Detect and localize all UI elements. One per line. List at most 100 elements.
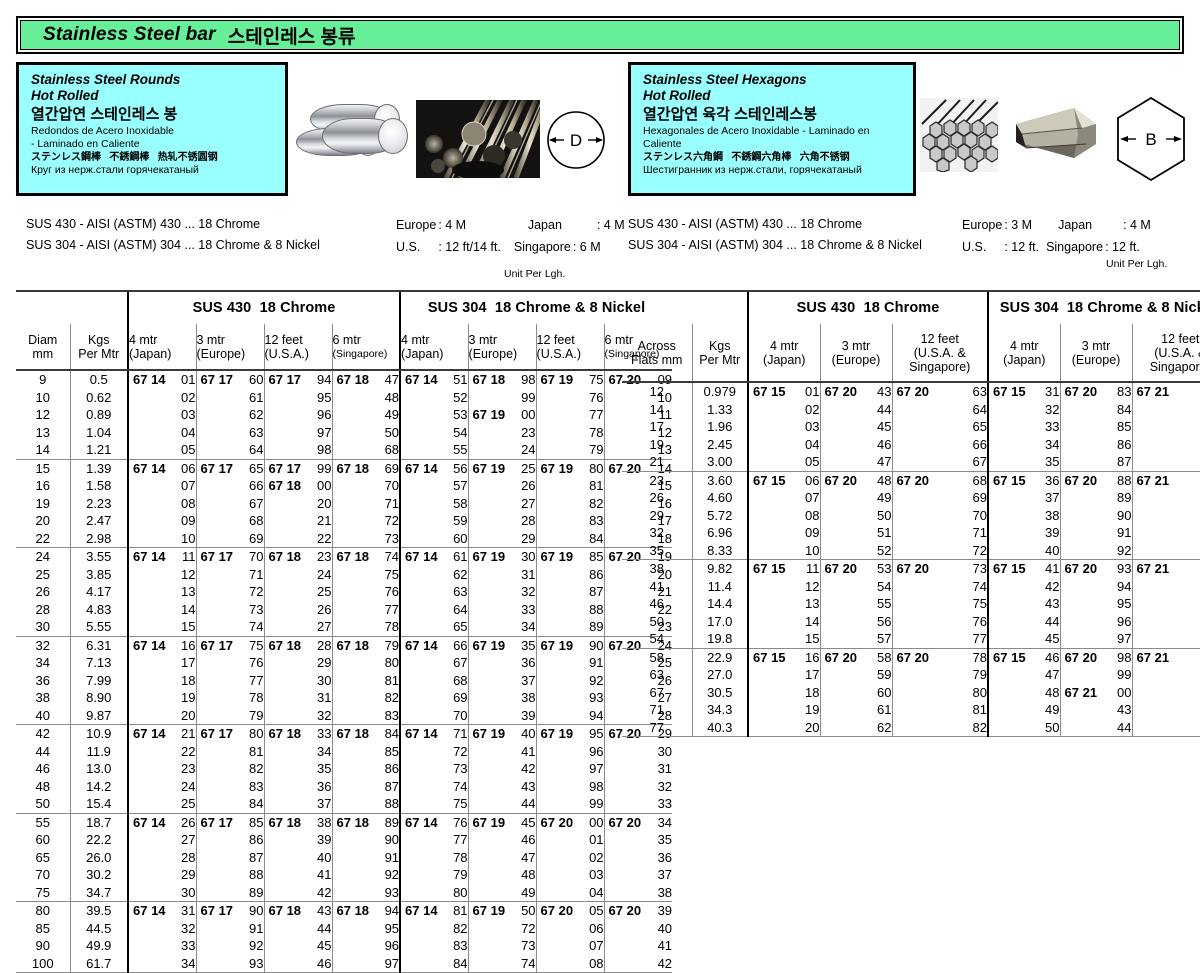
hex-japan-label: Japan (1058, 218, 1093, 232)
catalog-code-cell: 42 (263, 883, 332, 902)
catalog-code-cell: 99 (535, 795, 605, 813)
rounds-imagery: D (296, 92, 606, 192)
catalog-code-cell: 43 (467, 777, 537, 795)
catalog-code-cell: 23 (467, 423, 537, 441)
catalog-code-cell: 49 (819, 489, 892, 507)
kgs-per-mtr-cell: 2.98 (69, 529, 128, 548)
catalog-code-cell: 67 17 85 (195, 813, 264, 831)
catalog-code-cell: 22 (603, 600, 673, 618)
catalog-code-cell: 79 (399, 866, 469, 884)
catalog-code-cell: 24 (263, 565, 332, 583)
catalog-code-cell: 67 19 00 (467, 406, 537, 424)
code-prefix: 67 18 (336, 549, 370, 564)
catalog-code-cell: 09 (127, 512, 196, 530)
table-row: 63 27.0175979479961 (622, 666, 1200, 684)
catalog-code-cell: 13 (603, 441, 673, 459)
catalog-code-cell: 43 (987, 595, 1061, 613)
catalog-code-cell: 69 (195, 529, 264, 548)
header-spacer (16, 290, 128, 324)
column-header: Kgs Per Mtr (691, 324, 748, 383)
catalog-code-cell: 97 (535, 760, 605, 778)
catalog-code-cell: 22 (263, 529, 332, 548)
catalog-code-cell: 67 20 24 (603, 636, 673, 654)
diameter-cell: 14 (35, 442, 50, 457)
catalog-code-cell: 38 (467, 689, 537, 707)
catalog-code-cell: 67 (891, 453, 989, 471)
catalog-code-cell: 95 (263, 388, 332, 406)
catalog-code-cell: 77 (195, 671, 264, 689)
catalog-code-cell: 67 19 30 (467, 547, 537, 566)
across-flats-diagram: B (1112, 94, 1190, 186)
page-title-ko: 스테인레스 봉류 (227, 26, 356, 48)
page-title-en: Stainless Steel bar (43, 24, 216, 45)
catalog-code-cell: 15 (603, 477, 673, 495)
table-row: 26 4.17 13 72 25 76 63 32 87 21 (16, 583, 673, 601)
rounds-europe-label: Europe (396, 218, 437, 232)
catalog-code-cell: 89 (1059, 489, 1133, 507)
catalog-code-cell: 67 17 60 (195, 370, 264, 389)
catalog-code-cell: 67 15 01 (747, 382, 820, 401)
kgs-per-mtr-cell: 3.00 (691, 453, 748, 471)
code-prefix: 67 17 (200, 903, 234, 918)
catalog-code-cell: 93 (535, 689, 605, 707)
code-prefix: 67 18 (336, 726, 370, 741)
catalog-code-cell: 13 (747, 595, 820, 613)
code-prefix: 67 19 (472, 460, 506, 476)
diameter-cell: 19 (35, 495, 50, 511)
hex-imagery: B (920, 92, 1190, 192)
catalog-code-cell: 99 (1059, 666, 1133, 684)
catalog-code-cell: 76 (331, 583, 401, 601)
catalog-code-cell: 43 (1059, 701, 1133, 719)
header-spacer (622, 290, 748, 324)
catalog-code-cell: 03 (127, 406, 196, 424)
table-row: 50 17.0145676449658 (622, 612, 1200, 630)
catalog-code-cell: 75 (399, 795, 469, 813)
across-flats-cell: 12 (649, 384, 664, 399)
kgs-per-mtr-cell: 27.0 (691, 666, 748, 684)
table-group-header-row: SUS 430 18 Chrome SUS 304 18 Chrome & 8 N… (16, 290, 673, 324)
kgs-per-mtr-cell: 11.4 (691, 577, 748, 595)
catalog-code-cell: 56 (1131, 577, 1200, 595)
rounds-singapore-value: : 6 M (572, 240, 601, 254)
catalog-code-cell: 49 (1131, 453, 1200, 471)
code-prefix: 67 20 (896, 561, 930, 576)
catalog-code-cell: 34 (467, 618, 537, 636)
kgs-per-mtr-cell: 4.17 (69, 583, 128, 601)
catalog-code-cell: 33 (603, 795, 673, 813)
catalog-code-cell: 77 (331, 600, 401, 618)
kgs-per-mtr-cell: 22.9 (691, 648, 748, 666)
catalog-code-cell: 67 17 94 (263, 370, 332, 389)
catalog-code-cell: 57 (399, 477, 469, 495)
catalog-code-cell: 88 (331, 795, 401, 813)
catalog-code-cell: 58 (1131, 612, 1200, 630)
catalog-code-cell: 67 14 61 (399, 547, 469, 566)
catalog-code-cell: 95 (1059, 595, 1133, 613)
catalog-code-cell: 67 18 94 (331, 901, 401, 920)
table-row: 40 9.87 20 79 32 83 70 39 94 28 (16, 706, 673, 725)
table-row: 46 13.0 23 82 35 86 73 42 97 31 (16, 760, 673, 778)
kgs-per-mtr-cell: 30.2 (69, 866, 128, 884)
kgs-per-mtr-cell: 40.3 (691, 718, 748, 737)
rounds-title-en-1: Stainless Steel Rounds (31, 72, 181, 87)
hex-unit-per: Unit Per Lgh. (1106, 258, 1168, 270)
catalog-code-cell: 08 (535, 954, 605, 973)
catalog-code-cell: 67 20 05 (535, 901, 605, 920)
column-header: 12 feet(U.S.A. &Singapore) (891, 324, 989, 383)
across-flats-cell: 26 (649, 490, 664, 505)
catalog-code-cell: 67 20 58 (819, 648, 892, 666)
code-prefix: 67 20 (896, 472, 930, 488)
catalog-code-cell: 32 (467, 583, 537, 601)
across-flats-cell: 50 (649, 613, 664, 629)
catalog-code-cell: 96 (263, 406, 332, 424)
diameter-cell: 10 (35, 389, 50, 405)
catalog-code-cell: 93 (331, 883, 401, 902)
catalog-code-cell: 62 (819, 718, 892, 737)
group-header-sus304: SUS 304 18 Chrome & 8 Nickel (987, 290, 1200, 324)
catalog-code-cell: 60 (399, 529, 469, 548)
catalog-code-cell: 67 2145 (1131, 382, 1200, 401)
catalog-code-cell: 34 (127, 954, 196, 973)
code-prefix: 67 18 (268, 814, 302, 830)
catalog-code-cell: 61 (819, 701, 892, 719)
catalog-code-cell: 44 (819, 400, 892, 418)
rounds-grade-spec: SUS 430 - AISI (ASTM) 430 ... 18 Chrome … (26, 214, 320, 256)
